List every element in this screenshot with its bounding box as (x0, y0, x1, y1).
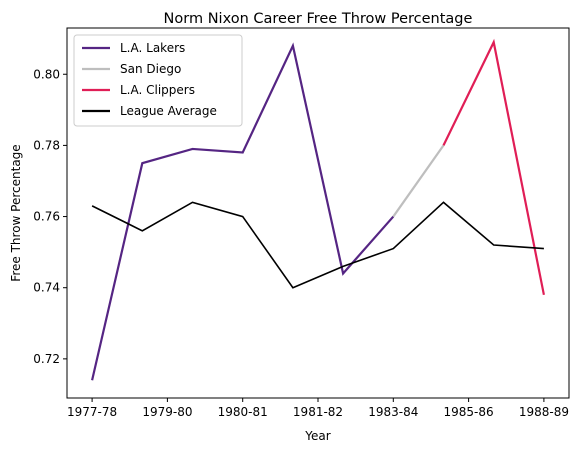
series-line-l-a-lakers (91, 42, 395, 381)
legend-label-league-average: League Average (120, 104, 217, 118)
y-tick-label: 0.78 (33, 138, 60, 152)
series-line-l-a-clippers (442, 38, 545, 296)
x-tick-label: 1980-81 (218, 405, 268, 419)
x-tick-label: 1983-84 (368, 405, 418, 419)
series-line-san-diego (392, 144, 445, 218)
x-tick-label: 1977-78 (67, 405, 117, 419)
x-axis: 1977-78 1979-80 1980-81 1981-82 1983-84 1985-… (67, 398, 569, 419)
legend-label-l-a-lakers: L.A. Lakers (120, 41, 185, 55)
legend-frame (73, 34, 243, 127)
series-layer (91, 38, 545, 381)
y-tick-label: 0.80 (33, 67, 60, 81)
y-tick-label: 0.76 (33, 210, 60, 224)
legend-label-l-a-clippers: L.A. Clippers (120, 83, 195, 97)
x-tick-label: 1985-86 (444, 405, 494, 419)
series-line-league-average (91, 201, 544, 289)
y-axis: 0.72 0.74 0.76 0.78 0.80 (33, 67, 67, 366)
chart-title: Norm Nixon Career Free Throw Percentage (164, 11, 473, 27)
y-tick-label: 0.74 (33, 281, 60, 295)
legend-items: L.A. Lakers San Diego L.A. Clippers League … (82, 41, 217, 118)
legend-label-san-diego: San Diego (120, 62, 181, 76)
x-axis-label: Year (304, 429, 330, 443)
legend: L.A. Lakers San Diego L.A. Clippers League … (73, 34, 243, 127)
x-tick-label: 1988-89 (519, 405, 569, 419)
y-axis-label: Free Throw Percentage (9, 144, 23, 281)
y-tick-label: 0.72 (33, 352, 60, 366)
x-tick-label: 1981-82 (293, 405, 343, 419)
x-tick-label: 1979-80 (142, 405, 192, 419)
